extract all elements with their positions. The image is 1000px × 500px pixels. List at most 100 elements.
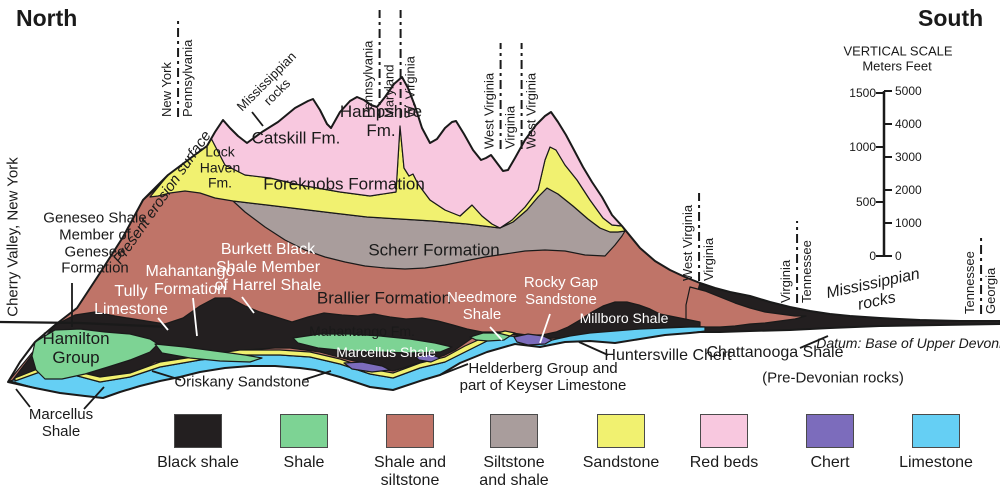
state-name: Georgia (983, 267, 998, 314)
leader-chattanooga (799, 335, 829, 349)
scale-feet-tick: 0 (895, 249, 902, 263)
leader-mississippian-north (251, 111, 264, 127)
mahantango-formation-label: Mahantango Formation (145, 263, 235, 298)
lock-haven-label: Lock Haven Fm. (199, 143, 241, 191)
brallier-label: Brallier Formation (316, 288, 452, 308)
needmore-label: Needmore Shale (446, 289, 518, 323)
catskill-label: Catskill Fm. (251, 128, 341, 148)
state-name: Virginia (502, 105, 518, 149)
millboro-label: Millboro Shale (579, 310, 669, 327)
state-name: West Virginia (523, 72, 539, 149)
legend-item-shale: Shale (252, 414, 356, 472)
legend-swatch-shale-siltstone (386, 414, 434, 448)
north-title: North (16, 5, 78, 31)
leader-oriskany-right (302, 370, 332, 381)
legend-label: Limestone (899, 454, 973, 471)
scale-meters-tick: 1000 (849, 140, 876, 154)
layer-shale-hamilton (31, 328, 159, 380)
legend-swatch-shale (280, 414, 328, 448)
leader-helderberg (439, 363, 469, 376)
hamilton-label: Hamilton Group (42, 328, 110, 367)
leader-rocky-gap (539, 313, 551, 344)
leader-needmore (489, 326, 503, 341)
state-name: Tennessee (799, 240, 814, 303)
state-name: West Virginia (481, 72, 497, 149)
legend-swatch-red-beds (700, 414, 748, 448)
legend-item-red-beds: Red beds (672, 414, 776, 472)
legend-swatch-limestone (912, 414, 960, 448)
hampshire-label: Hampshire Fm. (339, 101, 423, 140)
stateline-wv-va: West Virginia Virginia (680, 193, 717, 281)
stateline-ny-pa: New York Pennsylvania (159, 17, 196, 117)
datum-label: Datum: Base of Upper Devonian (816, 335, 1000, 352)
scale-meters-tick: 0 (869, 249, 876, 263)
legend-item-chert: Chert (778, 414, 882, 472)
leader-marcellus-right (83, 386, 105, 410)
foreknobs-label: Foreknobs Formation (263, 174, 425, 194)
layer-shale-mahantango (292, 333, 453, 354)
state-boundary-line (499, 43, 502, 149)
leader-huntersville (578, 341, 609, 356)
leader-burkett (241, 296, 255, 314)
legend-label: Chert (810, 454, 850, 471)
scale-meters-tick: 1500 (849, 86, 876, 100)
legend-item-limestone: Limestone (884, 414, 988, 472)
scale-feet-tick: 2000 (895, 183, 922, 197)
marcellus-pinch-label: Marcellus Shale (28, 406, 94, 440)
scale-feet-tick: 3000 (895, 150, 922, 164)
state-boundary-line (698, 193, 700, 281)
huntersville-label: Huntersville Chert (604, 347, 732, 365)
legend-item-shale-siltstone: Shale and siltstone (358, 414, 462, 491)
scale-feet-tick: 1000 (895, 216, 922, 230)
helderberg-label: Helderberg Group and part of Keyser Lime… (459, 360, 627, 394)
vertical-scale-units: Meters Feet (862, 58, 932, 74)
burkett-label: Burkett Black Shale Member of Harrel Sha… (214, 241, 322, 294)
leader-lines-black (15, 111, 829, 410)
pre-devonian-label: (Pre-Devonian rocks) (762, 369, 904, 387)
scale-feet-tick: 4000 (895, 117, 922, 131)
legend-swatch-sandstone (597, 414, 645, 448)
leader-marcellus-left (15, 388, 31, 408)
scherr-label: Scherr Formation (368, 240, 500, 260)
state-name: Virginia (778, 259, 794, 303)
state-name: Virginia (701, 237, 716, 281)
stateline-tn-ga: Tennessee Georgia (962, 236, 999, 314)
state-boundary-line (980, 236, 982, 314)
legend-label: Red beds (689, 454, 759, 471)
legend-swatch-chert (806, 414, 854, 448)
leader-tully (157, 317, 169, 331)
stateline-va-tn: Virginia Tennessee (778, 221, 815, 303)
datum-line-left (0, 320, 171, 329)
oriskany-label: Oriskany Sandstone (174, 373, 310, 391)
leader-oriskany-left (151, 370, 182, 381)
marcellus-main-label: Marcellus Shale (336, 344, 436, 361)
chattanooga-label: Chattanooga Shale (706, 344, 844, 362)
scale-meters-tick: 500 (855, 195, 876, 209)
leader-mahantango-formation (192, 297, 198, 337)
state-name: West Virginia (680, 204, 696, 281)
location-cherry-valley: Cherry Valley, New York (4, 157, 22, 317)
state-boundary-line (796, 221, 798, 303)
state-name: New York (159, 62, 175, 117)
south-title: South (918, 5, 984, 31)
legend-label: Shale and siltstone (373, 454, 447, 490)
scale-feet-tick: 5000 (895, 84, 922, 98)
state-name: Tennessee (962, 251, 978, 314)
erosion-surface-outline (7, 76, 1000, 399)
state-name: Pennsylvania (180, 39, 195, 117)
state-boundary-line (177, 17, 179, 117)
leader-lines-white (157, 296, 551, 344)
layer-chert-lens-a (343, 361, 391, 373)
vertical-scale-axis (876, 90, 892, 257)
vertical-scale-title: VERTICAL SCALE (843, 43, 953, 59)
geneseo-label: Geneseo Shale Member of Genesee Formatio… (43, 209, 147, 277)
tully-label: Tully Limestone (94, 283, 168, 318)
mahantango-fm-label: Mahantango Fm. (309, 323, 415, 340)
legend-item-siltstone-shale: Siltstone and shale (462, 414, 566, 491)
legend-label: Siltstone and shale (479, 454, 549, 490)
state-boundary-line (520, 43, 523, 149)
legend-item-black-shale: Black shale (146, 414, 250, 472)
legend-label: Sandstone (582, 454, 660, 471)
